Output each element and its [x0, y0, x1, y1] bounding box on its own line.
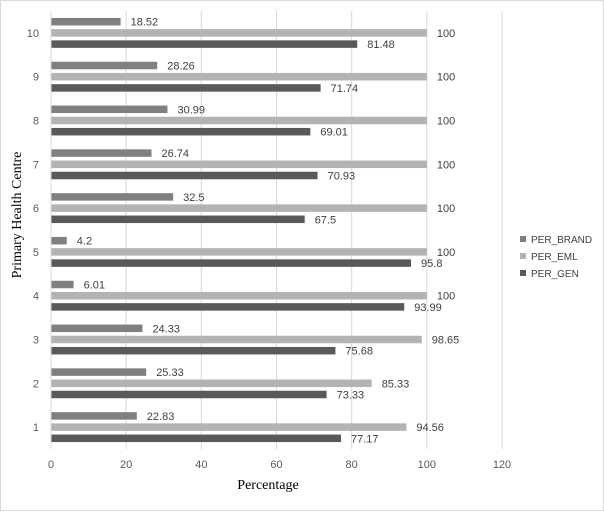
bar-per-gen-6 [51, 215, 305, 224]
bar-per-gen-7 [51, 171, 318, 180]
bar-per-eml-10 [51, 29, 427, 37]
bar-per-eml-3 [51, 335, 422, 344]
data-label: 94.56 [416, 422, 444, 434]
bar-per-gen-10 [51, 40, 358, 48]
y-tick-label: 9 [33, 72, 39, 84]
y-tick-label: 5 [33, 247, 39, 259]
bar-per-brand-7 [51, 149, 152, 157]
data-label: 26.74 [161, 148, 189, 160]
x-tick-label: 120 [493, 459, 511, 471]
x-tick-label: 0 [48, 459, 54, 471]
bar-per-eml-8 [51, 116, 427, 125]
bar-per-brand-9 [51, 61, 158, 70]
data-label: 4.2 [77, 236, 92, 248]
bar-per-eml-5 [51, 248, 427, 256]
data-label: 71.74 [331, 83, 359, 95]
y-tick-label: 8 [33, 116, 39, 128]
legend-swatch [520, 270, 526, 276]
x-tick-label: 80 [346, 459, 358, 471]
legend-label: PER_GEN [531, 269, 579, 280]
data-label: 100 [437, 28, 455, 40]
bar-per-gen-2 [51, 390, 327, 399]
data-label: 100 [437, 159, 455, 171]
bar-per-gen-3 [51, 346, 336, 355]
data-label: 100 [437, 291, 455, 303]
legend-swatch [520, 253, 526, 259]
bar-per-brand-10 [51, 17, 121, 26]
bar-per-brand-6 [51, 193, 174, 201]
bars [51, 17, 427, 443]
data-label: 93.99 [414, 302, 442, 314]
bar-per-eml-9 [51, 72, 427, 81]
bar-per-gen-4 [51, 303, 405, 311]
bar-per-eml-2 [51, 379, 372, 388]
legend-label: PER_BRAND [531, 235, 592, 246]
bar-per-brand-1 [51, 412, 137, 420]
data-label: 98.65 [432, 335, 460, 347]
y-tick-label: 1 [33, 422, 39, 434]
legend-swatch [520, 236, 526, 242]
y-axis-title: Primary Health Centre [10, 152, 25, 279]
data-label: 18.52 [131, 17, 159, 29]
bar-per-brand-3 [51, 324, 143, 333]
y-tick-label: 3 [33, 335, 39, 347]
bar-per-eml-6 [51, 204, 427, 212]
y-tick-label: 6 [33, 203, 39, 215]
x-tick-label: 100 [418, 459, 436, 471]
bar-per-eml-4 [51, 291, 427, 300]
data-label: 100 [437, 116, 455, 128]
y-tick-label: 4 [33, 291, 39, 303]
data-label: 100 [437, 72, 455, 84]
x-axis-title: Percentage [237, 478, 298, 493]
y-tick-label: 7 [33, 159, 39, 171]
legend-label: PER_EML [531, 252, 578, 263]
x-tick-label: 40 [195, 459, 207, 471]
data-label: 85.33 [382, 378, 410, 390]
bar-per-brand-2 [51, 368, 147, 376]
y-tick-label: 10 [27, 28, 39, 40]
x-tick-label: 60 [270, 459, 282, 471]
data-label: 100 [437, 247, 455, 259]
data-label: 95.8 [421, 258, 442, 270]
bar-per-gen-9 [51, 84, 321, 92]
data-label: 32.5 [183, 192, 204, 204]
data-label: 67.5 [315, 214, 336, 226]
x-tick-label: 20 [120, 459, 132, 471]
gridlines [50, 11, 503, 449]
data-label: 30.99 [177, 104, 205, 116]
axes: 0 20 40 60 80 100 120 1 2 3 4 5 6 7 8 9 10 [27, 11, 511, 471]
data-label: 75.68 [345, 346, 373, 358]
data-label: 6.01 [84, 280, 105, 292]
data-label: 81.48 [367, 39, 395, 51]
data-labels: 22.83 94.56 77.17 25.33 85.33 73.33 24.33 98.65… [77, 17, 460, 446]
legend: PER_BRAND PER_EML PER_GEN [520, 235, 592, 280]
data-label: 100 [437, 203, 455, 215]
data-label: 22.83 [147, 411, 175, 423]
bar-per-brand-8 [51, 105, 168, 114]
data-label: 25.33 [156, 367, 184, 379]
data-label: 77.17 [351, 433, 379, 445]
data-label: 28.26 [167, 61, 195, 73]
bar-per-gen-1 [51, 434, 342, 443]
bar-per-gen-8 [51, 127, 311, 136]
data-label: 70.93 [328, 171, 356, 183]
bar-per-gen-5 [51, 259, 412, 267]
bar-per-eml-7 [51, 160, 427, 169]
bar-per-brand-4 [51, 280, 74, 289]
data-label: 69.01 [320, 127, 348, 139]
bar-per-brand-5 [51, 236, 67, 245]
data-label: 73.33 [337, 390, 365, 402]
data-label: 24.33 [152, 323, 180, 335]
y-tick-label: 2 [33, 378, 39, 390]
bar-per-eml-1 [51, 423, 407, 431]
